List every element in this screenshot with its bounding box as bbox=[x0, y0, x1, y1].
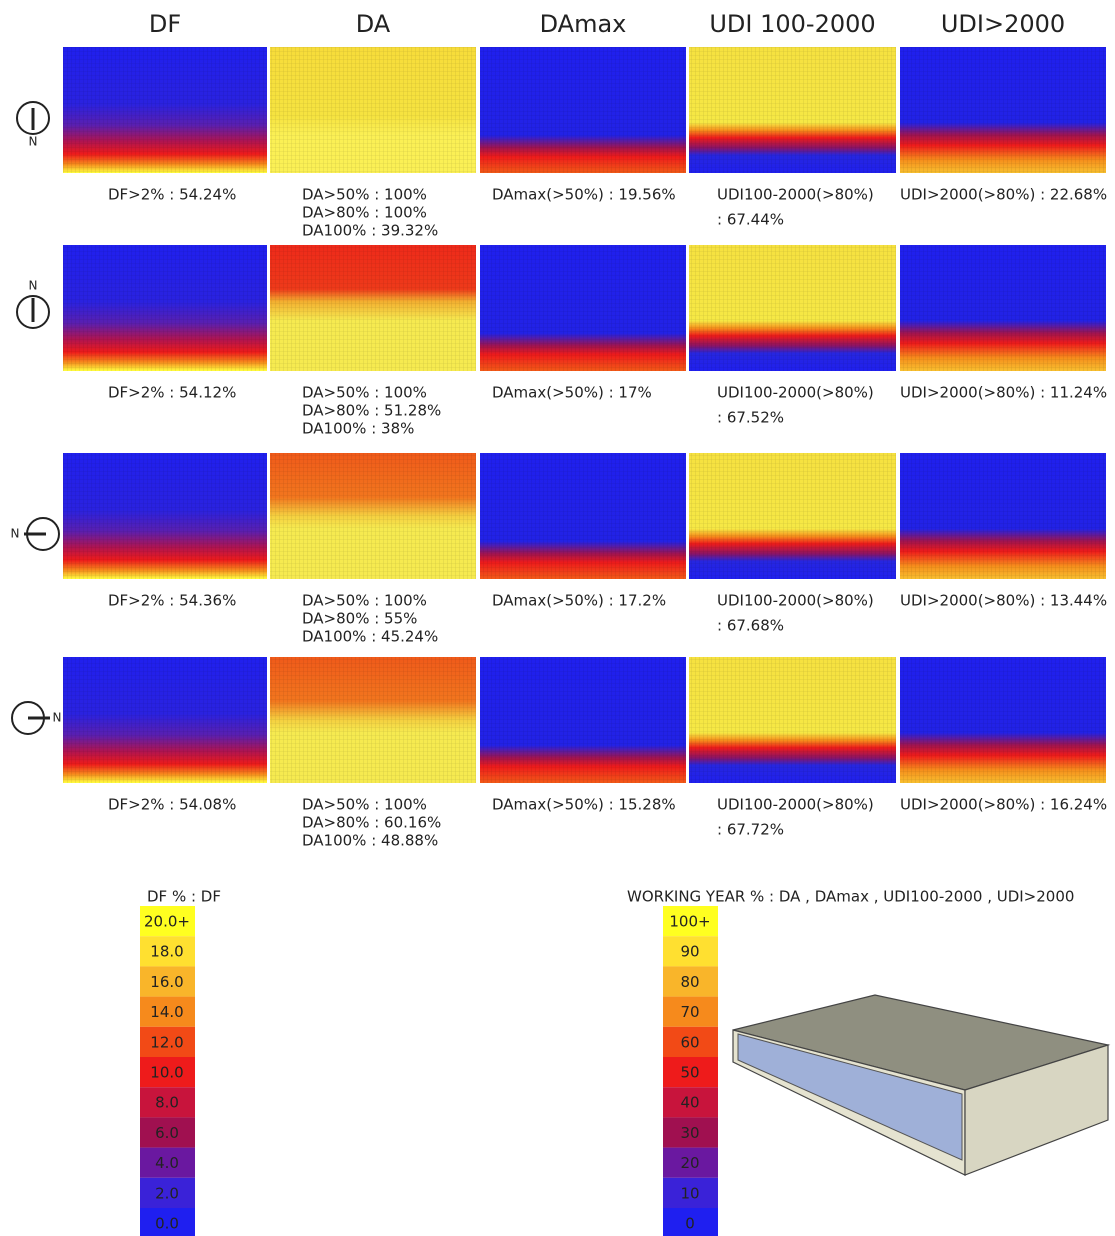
heatmap-grid bbox=[480, 453, 686, 579]
metric-text: DA>80% : 100% bbox=[302, 204, 427, 222]
heatmap-grid bbox=[63, 245, 267, 371]
metric-text: : 67.44% bbox=[717, 211, 784, 229]
metric-text: UDI>2000(>80%) : 13.44% bbox=[900, 592, 1107, 610]
metric-text: : 67.72% bbox=[717, 821, 784, 839]
heatmap-grid bbox=[270, 47, 476, 173]
metric-text: DA100% : 48.88% bbox=[302, 832, 438, 850]
heatmap-grid bbox=[270, 657, 476, 783]
compass-north: N bbox=[53, 711, 62, 725]
metric-text: DA>50% : 100% bbox=[302, 796, 427, 814]
legend-label: 12.0 bbox=[150, 1033, 183, 1051]
legend-label: 6.0 bbox=[155, 1124, 179, 1142]
heatmap-grid bbox=[900, 657, 1106, 783]
metric-text: DA>50% : 100% bbox=[302, 384, 427, 402]
heatmap-grid bbox=[270, 453, 476, 579]
legend-label: 20.0+ bbox=[144, 913, 190, 931]
metric-text: DAmax(>50%) : 15.28% bbox=[492, 796, 676, 814]
heatmap-grid bbox=[270, 245, 476, 371]
legend-label: 50 bbox=[680, 1064, 699, 1082]
legend-label: 18.0 bbox=[150, 943, 183, 961]
metric-text: UDI>2000(>80%) : 11.24% bbox=[900, 384, 1107, 402]
legend-label: 4.0 bbox=[155, 1154, 179, 1172]
heatmap-grid bbox=[689, 657, 896, 783]
metric-text: : 67.52% bbox=[717, 409, 784, 427]
legend-label: 40 bbox=[680, 1094, 699, 1112]
metric-text: DAmax(>50%) : 19.56% bbox=[492, 186, 676, 204]
legend-label: 80 bbox=[680, 973, 699, 991]
legend-title: WORKING YEAR % : DA , DAmax , UDI100-200… bbox=[627, 888, 1074, 906]
legend-label: 100+ bbox=[669, 913, 710, 931]
metric-text: UDI>2000(>80%) : 22.68% bbox=[900, 186, 1107, 204]
metric-text: DA100% : 39.32% bbox=[302, 222, 438, 240]
metric-text: DF>2% : 54.36% bbox=[108, 592, 236, 610]
metric-text: DAmax(>50%) : 17% bbox=[492, 384, 652, 402]
column-header: UDI>2000 bbox=[941, 10, 1065, 38]
legend-label: 10.0 bbox=[150, 1064, 183, 1082]
legend-label: 0.0 bbox=[155, 1215, 179, 1233]
legend-label: 0 bbox=[685, 1215, 695, 1233]
metric-text: DAmax(>50%) : 17.2% bbox=[492, 592, 666, 610]
metric-text: UDI100-2000(>80%) bbox=[717, 592, 874, 610]
compass-north: N bbox=[29, 135, 38, 149]
compass-north: N bbox=[29, 279, 38, 293]
metric-text: DF>2% : 54.08% bbox=[108, 796, 236, 814]
metric-text: DA>50% : 100% bbox=[302, 186, 427, 204]
legend-label: 30 bbox=[680, 1124, 699, 1142]
metric-text: UDI>2000(>80%) : 16.24% bbox=[900, 796, 1107, 814]
legend-label: 14.0 bbox=[150, 1003, 183, 1021]
heatmap-grid bbox=[63, 47, 267, 173]
legend-label: 90 bbox=[680, 943, 699, 961]
metric-text: DA100% : 45.24% bbox=[302, 628, 438, 646]
legend-label: 60 bbox=[680, 1033, 699, 1051]
column-header: DF bbox=[149, 10, 181, 38]
heatmap-grid bbox=[689, 47, 896, 173]
metric-text: UDI100-2000(>80%) bbox=[717, 384, 874, 402]
heatmap-grid bbox=[900, 453, 1106, 579]
column-header: UDI 100-2000 bbox=[709, 10, 875, 38]
metric-text: DA>50% : 100% bbox=[302, 592, 427, 610]
legend-label: 20 bbox=[680, 1154, 699, 1172]
heatmap-grid bbox=[480, 245, 686, 371]
heatmap-grid bbox=[63, 453, 267, 579]
metric-text: DF>2% : 54.12% bbox=[108, 384, 236, 402]
metric-text: UDI100-2000(>80%) bbox=[717, 796, 874, 814]
legend-label: 70 bbox=[680, 1003, 699, 1021]
column-header: DA bbox=[356, 10, 391, 38]
legend-title: DF % : DF bbox=[147, 888, 221, 906]
legend-label: 8.0 bbox=[155, 1094, 179, 1112]
metric-text: : 67.68% bbox=[717, 617, 784, 635]
heatmap-grid bbox=[689, 245, 896, 371]
metric-text: DA>80% : 60.16% bbox=[302, 814, 441, 832]
metric-text: UDI100-2000(>80%) bbox=[717, 186, 874, 204]
metric-text: DA100% : 38% bbox=[302, 420, 414, 438]
column-header: DAmax bbox=[540, 10, 627, 38]
heatmap-grid bbox=[689, 453, 896, 579]
compass-north: N bbox=[11, 527, 20, 541]
heatmap-grid bbox=[900, 245, 1106, 371]
metric-text: DF>2% : 54.24% bbox=[108, 186, 236, 204]
figure: DF DA DAmax UDI 100-2000 UDI>2000 DF>2% : 54.… bbox=[0, 0, 1115, 1236]
heatmap-grid bbox=[480, 657, 686, 783]
legend-label: 16.0 bbox=[150, 973, 183, 991]
model-3d bbox=[733, 995, 1108, 1175]
legend-label: 10 bbox=[680, 1184, 699, 1202]
heatmap-grid bbox=[900, 47, 1106, 173]
heatmap-grid bbox=[480, 47, 686, 173]
legend-label: 2.0 bbox=[155, 1184, 179, 1202]
heatmap-grid bbox=[63, 657, 267, 783]
metric-text: DA>80% : 55% bbox=[302, 610, 417, 628]
metric-text: DA>80% : 51.28% bbox=[302, 402, 441, 420]
